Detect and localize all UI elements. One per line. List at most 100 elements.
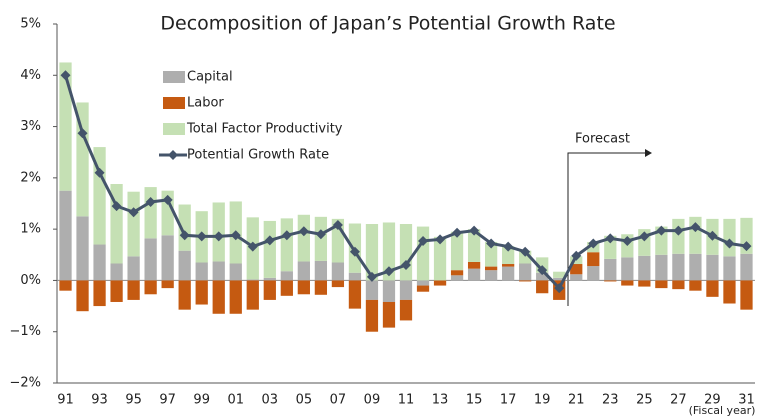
legend-swatch: [163, 71, 185, 83]
line-marker: [179, 230, 190, 241]
line-marker: [724, 238, 735, 249]
bar: [229, 280, 242, 314]
bar: [672, 218, 685, 254]
line-marker: [469, 225, 480, 236]
line-marker: [605, 233, 616, 244]
line-marker: [213, 231, 224, 242]
bar: [655, 280, 668, 289]
line-marker: [554, 283, 565, 294]
bar: [127, 191, 140, 257]
forecast-arrow: [645, 149, 652, 157]
bar: [553, 277, 566, 281]
line-marker: [145, 196, 156, 207]
bar: [297, 214, 310, 262]
bar: [110, 184, 123, 264]
line-marker: [247, 241, 258, 252]
bar: [280, 271, 293, 281]
line-marker: [418, 235, 429, 246]
legend-swatch: [163, 123, 185, 135]
bar: [502, 264, 515, 267]
bar: [59, 190, 72, 281]
bar: [484, 241, 498, 267]
line-marker: [162, 194, 173, 205]
y-tick-label: 5%: [20, 17, 41, 32]
bar: [144, 238, 157, 281]
y-tick-label: 4%: [20, 68, 41, 83]
bar: [76, 280, 89, 312]
bar: [161, 280, 174, 289]
bar: [484, 266, 498, 271]
bar: [450, 275, 464, 281]
bar: [110, 280, 123, 302]
bar: [536, 272, 549, 281]
line-marker: [673, 225, 684, 236]
x-tick-label: 05: [296, 393, 313, 408]
x-tick-label: 21: [568, 393, 585, 408]
bar: [587, 252, 600, 267]
bar: [450, 270, 464, 276]
bar: [348, 272, 362, 281]
bar: [416, 226, 430, 281]
bar: [450, 231, 464, 271]
x-axis-label: (Fiscal year): [689, 404, 756, 417]
bar: [178, 250, 191, 281]
bar: [399, 299, 413, 321]
bar: [706, 254, 719, 281]
bar: [723, 218, 736, 257]
bar: [178, 280, 191, 310]
bar: [263, 280, 276, 300]
bar: [604, 280, 617, 282]
line-marker: [196, 231, 207, 242]
bar: [621, 257, 634, 281]
bar: [263, 220, 276, 278]
x-tick-label: 19: [534, 393, 551, 408]
bar: [195, 262, 208, 281]
bar: [59, 280, 72, 291]
bar: [144, 187, 157, 239]
x-tick-label: 95: [125, 393, 142, 408]
bar: [467, 268, 481, 281]
line-marker: [281, 230, 292, 241]
legend-swatch: [163, 97, 185, 109]
bar: [382, 301, 396, 328]
bar: [382, 222, 396, 281]
line-marker: [503, 241, 514, 252]
x-tick-label: 23: [602, 393, 619, 408]
bar: [587, 266, 600, 281]
bar: [195, 280, 208, 305]
y-tick-label: 0%: [20, 273, 41, 288]
bar: [76, 102, 89, 217]
line-marker: [537, 265, 548, 276]
y-tick-label: −2%: [9, 376, 41, 391]
bar: [416, 285, 430, 292]
bar: [689, 280, 702, 291]
bar: [399, 280, 413, 300]
bar: [229, 263, 242, 281]
x-tick-label: 91: [57, 393, 74, 408]
bar: [536, 280, 549, 294]
x-tick-label: 93: [91, 393, 108, 408]
line-marker: [94, 167, 105, 178]
bar: [280, 218, 293, 272]
line-marker: [60, 70, 71, 81]
x-tick-label: 27: [670, 393, 687, 408]
bar: [740, 280, 753, 310]
x-tick-label: 25: [636, 393, 653, 408]
line-marker: [571, 250, 582, 261]
legend-label: Capital: [187, 70, 233, 85]
line-marker: [315, 229, 326, 240]
bar: [638, 280, 651, 287]
x-tick-label: 09: [364, 393, 381, 408]
bar: [161, 235, 174, 281]
bar: [93, 280, 106, 307]
line-marker: [383, 266, 394, 277]
bar: [655, 254, 668, 281]
bar: [93, 244, 106, 281]
line-marker: [622, 235, 633, 246]
forecast-label: Forecast: [575, 132, 630, 147]
y-tick-label: 1%: [20, 222, 41, 237]
bar: [467, 229, 481, 262]
y-tick-label: 3%: [20, 119, 41, 134]
bar: [365, 224, 379, 281]
